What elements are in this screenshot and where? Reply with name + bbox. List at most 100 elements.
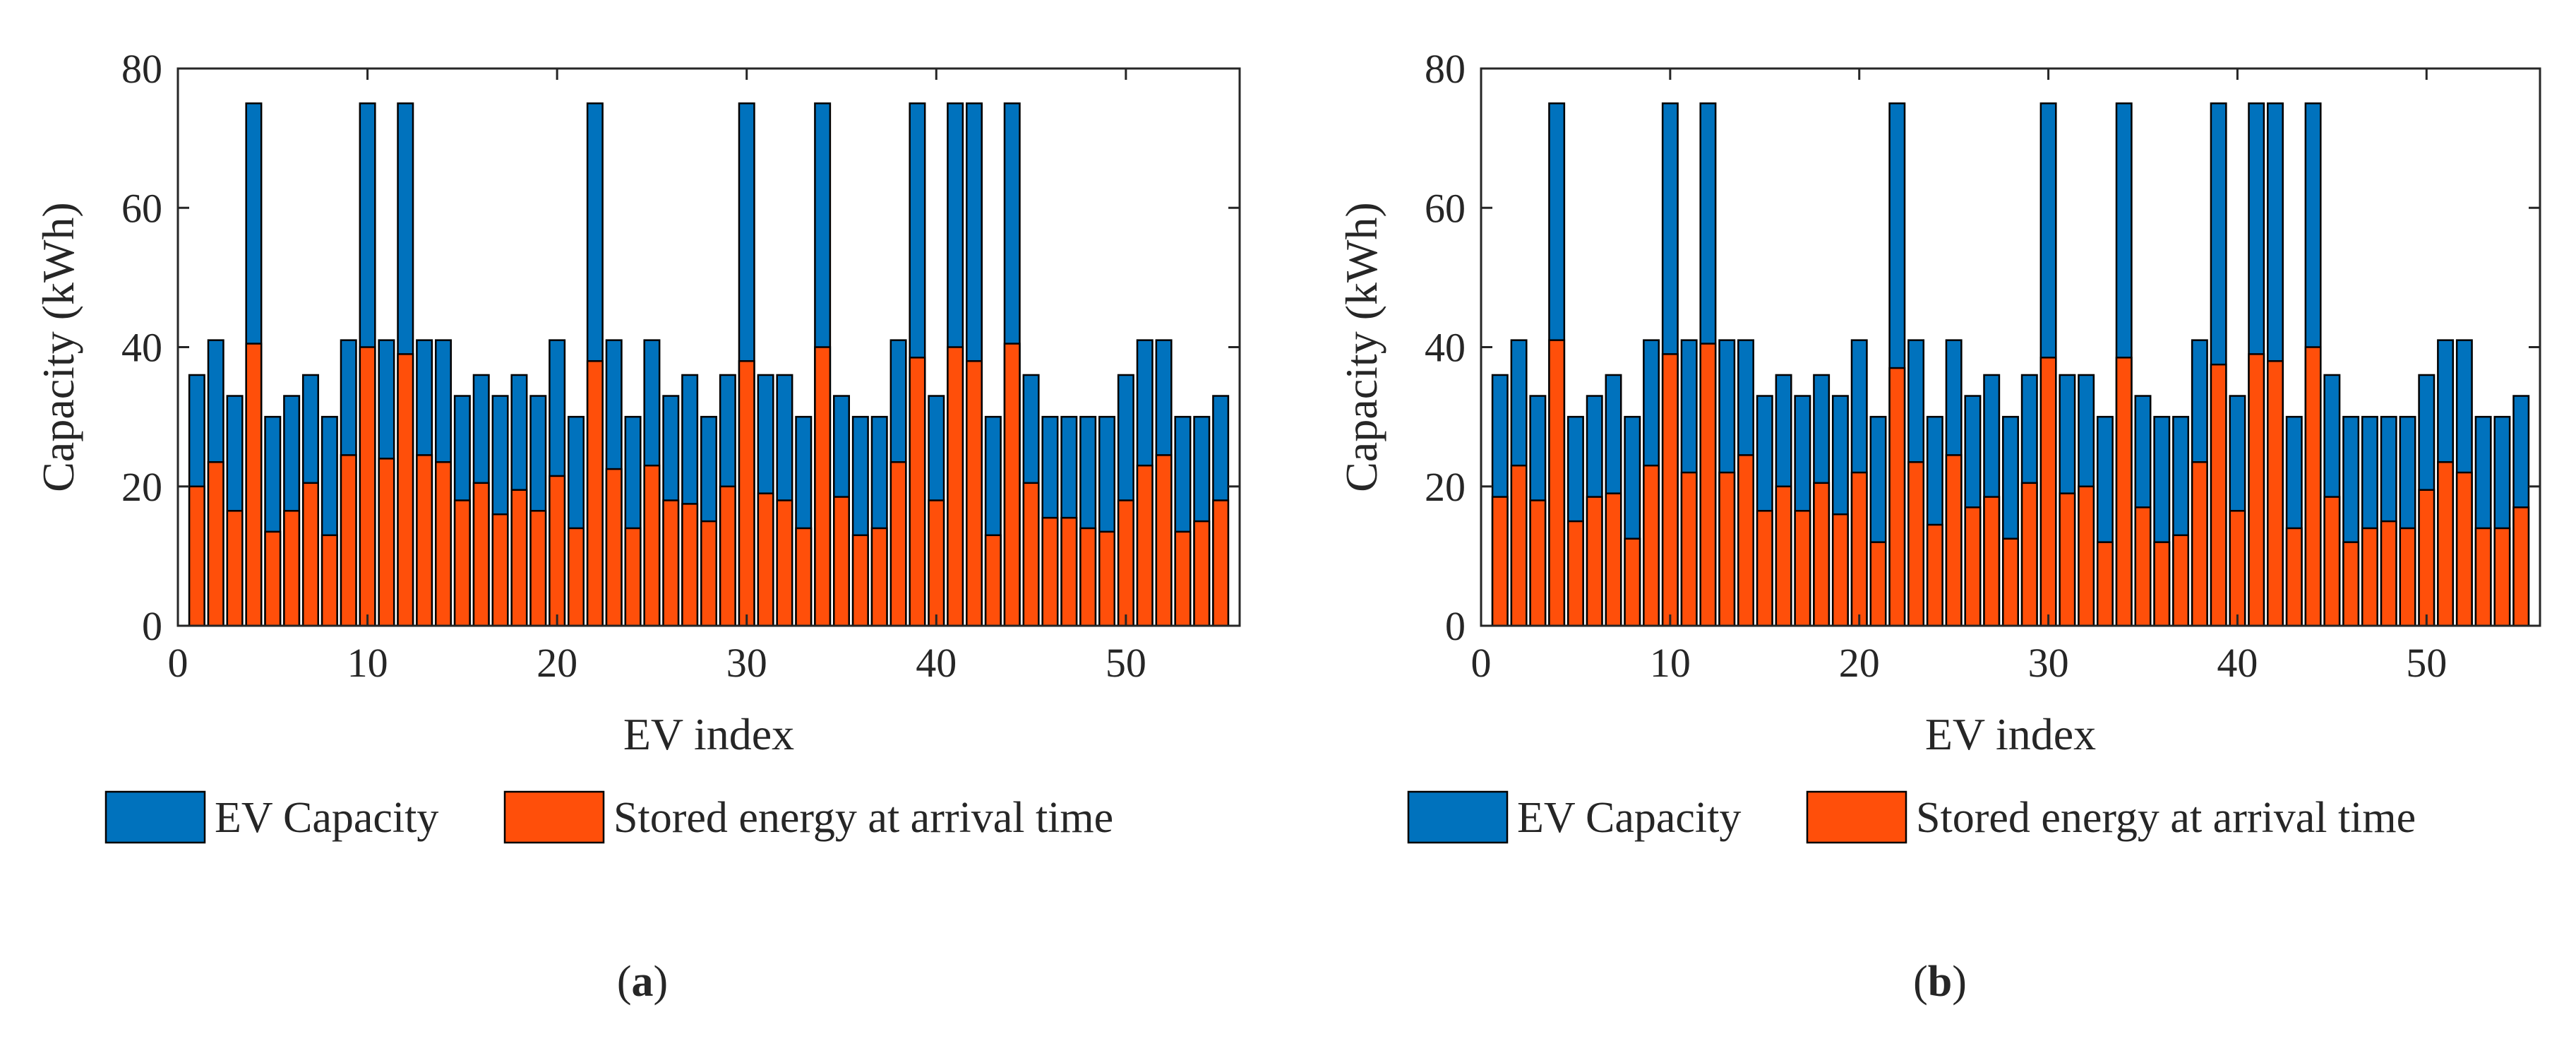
bar-stored — [662, 499, 680, 627]
bar-stored — [1964, 506, 1982, 627]
bar-stored — [643, 464, 661, 627]
bar-stored — [2153, 541, 2171, 627]
panel-caption: (a) — [617, 958, 668, 1006]
bar-stored — [1850, 471, 1868, 627]
bar-stored — [870, 527, 888, 627]
bar-stored — [2267, 359, 2284, 627]
bar-stored — [719, 485, 736, 627]
bar-stored — [851, 534, 869, 627]
bar-stored — [1022, 482, 1040, 627]
y-tick-label: 40 — [1425, 325, 1466, 371]
bar-stored — [1605, 492, 1622, 627]
bar-stored — [529, 510, 547, 627]
bar-stored — [2418, 489, 2436, 627]
x-tick-label: 30 — [726, 640, 767, 686]
chart-panel-a: 0 10 20 30 40 50 0 20 40 60 80 EV index Capacity (kW… — [33, 46, 1241, 1006]
bar-stored — [1624, 537, 1641, 627]
bar-stored — [264, 530, 282, 627]
caption-open-paren: ( — [617, 958, 632, 1006]
chart-panel-b: 0 10 20 30 40 50 0 20 40 60 80 EV index Capacity (kW… — [1336, 46, 2541, 1006]
bar-stored — [2096, 541, 2114, 627]
y-tick-label: 80 — [121, 46, 162, 92]
bar-stored — [188, 485, 205, 627]
bar-stored — [2229, 510, 2246, 627]
legend: EV Capacity Stored energy at arrival time — [104, 790, 1113, 844]
y-tick-label: 60 — [1425, 185, 1466, 231]
bar-stored — [2361, 527, 2378, 627]
bar-stored — [340, 454, 357, 627]
legend-swatch-capacity — [104, 790, 206, 844]
bar-stored — [757, 492, 774, 627]
y-axis-label: Capacity (kWh) — [33, 202, 83, 492]
bar-stored — [2304, 346, 2322, 627]
bar-stored — [1888, 367, 1906, 627]
x-tick-label: 20 — [1839, 640, 1880, 686]
series-stored-energy — [188, 343, 1230, 627]
bar-stored — [435, 460, 452, 627]
legend-label-stored: Stored energy at arrival time — [613, 794, 1113, 842]
bar-stored — [1586, 496, 1603, 627]
bar-stored — [2191, 460, 2208, 627]
legend-swatch-stored — [503, 790, 605, 844]
bar-stored — [1661, 353, 1679, 627]
bar-stored — [966, 359, 983, 627]
y-tick-label: 0 — [142, 603, 162, 649]
legend-label-capacity: EV Capacity — [1517, 794, 1741, 842]
bar-stored — [1775, 485, 1792, 627]
bar-stored — [2323, 496, 2341, 627]
bar-stored — [2437, 460, 2455, 627]
y-tick-label: 80 — [1425, 46, 1466, 92]
bar-stored — [1699, 343, 1717, 627]
bar-stored — [1794, 510, 1811, 627]
bar-stored — [2059, 492, 2076, 627]
bar-stored — [416, 454, 433, 627]
y-tick-label: 20 — [1425, 464, 1466, 510]
legend: EV Capacity Stored energy at arrival time — [1407, 790, 2416, 844]
bar-stored — [453, 499, 471, 627]
bar-stored — [2399, 527, 2416, 627]
y-tick-label: 40 — [121, 325, 162, 371]
series-stored-energy — [1491, 339, 2530, 627]
y-tick-label: 60 — [121, 185, 162, 231]
x-tick-label: 50 — [1106, 640, 1146, 686]
bar-stored — [681, 503, 699, 627]
x-tick-label: 30 — [2028, 640, 2069, 686]
bar-stored — [947, 346, 964, 627]
legend-swatch-stored — [1806, 790, 1907, 844]
bar-stored — [1643, 464, 1660, 627]
bar-stored — [397, 353, 414, 627]
y-axis-label: Capacity (kWh) — [1336, 202, 1386, 492]
bar-stored — [491, 513, 509, 627]
bar-stored — [245, 343, 263, 627]
x-axis-label: EV index — [1925, 709, 2096, 759]
bar-stored — [359, 346, 376, 627]
bar-stored — [510, 489, 528, 627]
bar-stored — [2455, 471, 2473, 627]
bar-stored — [2474, 527, 2492, 627]
bar-stored — [568, 527, 585, 627]
bar-stored — [624, 527, 642, 627]
bar-stored — [1491, 496, 1509, 627]
bar-stored — [2002, 537, 2019, 627]
bar-stored — [226, 510, 244, 627]
bar-stored — [1926, 523, 1943, 627]
bar-stored — [1155, 454, 1173, 627]
x-axis-label: EV index — [623, 709, 794, 759]
bar-stored — [700, 520, 717, 627]
bar-stored — [207, 460, 224, 627]
bar-stored — [776, 499, 793, 627]
bar-stored — [1060, 516, 1078, 627]
bar-stored — [1212, 499, 1230, 627]
bar-stored — [1907, 460, 1925, 627]
bar-stored — [2134, 506, 2152, 627]
panel-label: b — [1928, 958, 1952, 1006]
bar-stored — [2020, 482, 2038, 627]
bar-stored — [1737, 454, 1754, 627]
bar-stored — [2172, 534, 2190, 627]
bar-stored — [1098, 530, 1115, 627]
bar-stored — [1680, 471, 1698, 627]
x-tick-label: 50 — [2406, 640, 2447, 686]
bar-stored — [605, 468, 623, 627]
panel-caption: (b) — [1913, 958, 1967, 1006]
bar-stored — [1548, 339, 1566, 627]
